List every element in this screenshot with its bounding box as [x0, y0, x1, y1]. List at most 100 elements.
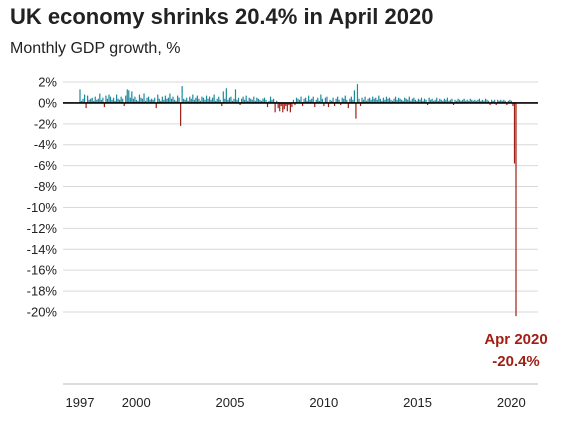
- bar: [196, 95, 198, 103]
- bar: [87, 95, 89, 103]
- bar: [446, 97, 448, 103]
- bar: [491, 99, 493, 103]
- chart-title: UK economy shrinks 20.4% in April 2020: [10, 4, 434, 29]
- bar: [256, 97, 258, 103]
- bar: [434, 99, 436, 103]
- x-tick-label: 2020: [497, 395, 526, 410]
- bar: [195, 97, 197, 103]
- bar: [454, 99, 456, 103]
- bar: [218, 96, 220, 103]
- bar: [423, 98, 426, 103]
- bar: [440, 99, 442, 103]
- bar: [382, 97, 384, 103]
- bar: [207, 98, 209, 103]
- bar: [83, 94, 86, 103]
- y-tick-label: -12%: [27, 221, 58, 236]
- bar: [269, 96, 272, 103]
- bar: [140, 97, 142, 103]
- bar: [224, 98, 226, 103]
- bar: [141, 98, 144, 103]
- bar: [251, 99, 253, 103]
- annotation-value: -20.4%: [492, 353, 540, 370]
- bar: [204, 99, 206, 103]
- bar: [180, 102, 182, 126]
- y-tick-label: -2%: [34, 116, 58, 131]
- bar: [376, 99, 378, 103]
- bar: [335, 98, 337, 103]
- bar: [419, 99, 421, 103]
- bar: [288, 102, 290, 105]
- bar: [82, 98, 84, 103]
- bar: [170, 98, 173, 103]
- bar: [273, 98, 275, 103]
- bar: [149, 99, 151, 103]
- bar: [515, 102, 517, 317]
- bar: [245, 95, 247, 103]
- chart-subtitle: Monthly GDP growth, %: [10, 40, 181, 57]
- bar: [88, 99, 90, 103]
- bar: [486, 99, 488, 103]
- x-tick-label: 2000: [122, 395, 151, 410]
- bar: [417, 98, 420, 103]
- bar: [112, 97, 115, 103]
- bar: [291, 102, 293, 108]
- bar: [404, 97, 406, 103]
- bar: [109, 96, 112, 103]
- bar: [370, 99, 372, 103]
- bar: [455, 100, 458, 103]
- bar: [193, 99, 195, 103]
- bar: [91, 97, 93, 103]
- bar: [361, 97, 363, 103]
- bar: [157, 94, 159, 103]
- bar: [465, 100, 467, 103]
- bar: [475, 100, 477, 103]
- bar: [237, 97, 240, 103]
- bar: [315, 99, 317, 103]
- bar: [462, 99, 464, 103]
- bar: [96, 99, 98, 103]
- bar: [320, 94, 322, 103]
- bar: [501, 100, 503, 103]
- bar: [340, 102, 342, 105]
- bar: [509, 99, 511, 103]
- bar: [268, 100, 270, 103]
- bar: [163, 99, 165, 103]
- bar: [353, 90, 356, 103]
- bar: [300, 96, 302, 103]
- bar: [212, 97, 214, 103]
- bar: [338, 99, 340, 103]
- bar: [332, 97, 334, 103]
- bar: [451, 98, 453, 103]
- bar: [495, 102, 497, 105]
- bar: [355, 102, 357, 119]
- bar: [405, 98, 407, 103]
- bar: [85, 102, 87, 109]
- bar: [358, 98, 360, 103]
- bar: [280, 102, 282, 107]
- bar: [448, 100, 450, 103]
- bar: [173, 99, 176, 103]
- bar: [276, 100, 278, 103]
- bar: [201, 96, 203, 103]
- bar: [422, 100, 424, 103]
- bar: [356, 84, 359, 103]
- bar: [416, 100, 418, 103]
- bar: [132, 98, 134, 103]
- bar: [263, 97, 266, 103]
- bar: [160, 100, 162, 103]
- bar: [346, 99, 348, 103]
- bar: [292, 99, 295, 103]
- bar: [317, 97, 319, 103]
- bar: [230, 96, 232, 103]
- bar: [402, 100, 404, 103]
- bar: [213, 94, 215, 103]
- bar: [384, 99, 386, 103]
- bar: [250, 98, 252, 103]
- bar: [443, 98, 445, 103]
- bar: [457, 98, 459, 103]
- bar: [375, 97, 377, 103]
- bar: [239, 102, 241, 105]
- bar: [497, 99, 499, 103]
- bar: [390, 99, 392, 103]
- bar: [152, 99, 154, 103]
